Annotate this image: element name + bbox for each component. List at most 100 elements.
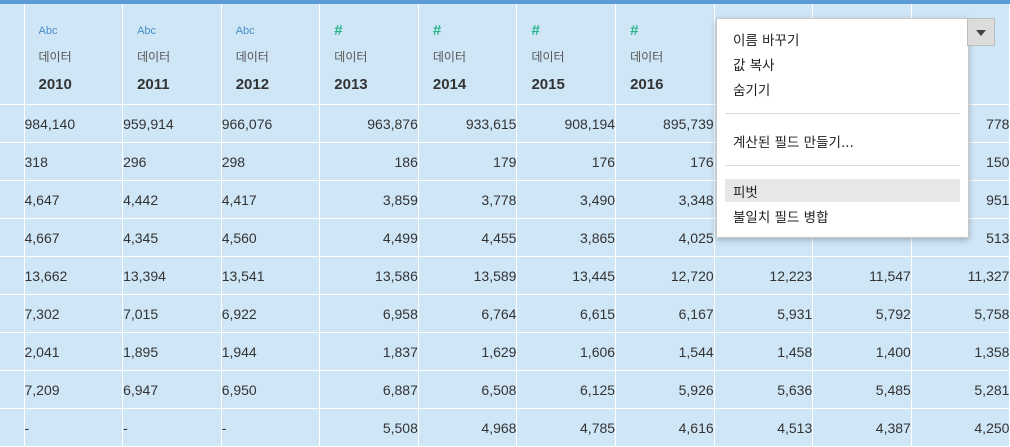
table-cell[interactable]: 6,615	[516, 294, 617, 333]
row-header-cell	[0, 256, 25, 295]
table-cell[interactable]: 4,442	[122, 180, 222, 219]
table-cell[interactable]: 2,041	[24, 332, 124, 371]
table-cell[interactable]: 6,508	[418, 370, 518, 409]
table-cell[interactable]: 1,837	[319, 332, 419, 371]
table-cell[interactable]: 3,490	[516, 180, 617, 219]
column-header[interactable]: # 데이터 2016	[615, 4, 715, 105]
column-header[interactable]: Abc 데이터 2010	[24, 4, 124, 105]
table-cell[interactable]: 933,615	[418, 104, 518, 143]
table-cell[interactable]: 4,560	[221, 218, 321, 257]
table-cell[interactable]: 13,586	[319, 256, 419, 295]
table-cell[interactable]: 5,792	[812, 294, 912, 333]
table-cell[interactable]: 4,647	[24, 180, 124, 219]
column-source-label: 데이터	[137, 50, 171, 64]
string-type-icon[interactable]: Abc	[137, 25, 157, 37]
table-cell[interactable]: 4,025	[615, 218, 715, 257]
table-cell[interactable]: 1,944	[221, 332, 321, 371]
table-cell[interactable]: 4,417	[221, 180, 321, 219]
table-cell[interactable]: 318	[24, 142, 124, 181]
table-cell[interactable]: 13,541	[221, 256, 321, 295]
table-cell[interactable]: 13,394	[122, 256, 222, 295]
column-header[interactable]: # 데이터 2014	[418, 4, 518, 105]
table-cell[interactable]: 963,876	[319, 104, 419, 143]
string-type-icon[interactable]: Abc	[38, 25, 58, 37]
table-cell[interactable]: 3,778	[418, 180, 518, 219]
table-cell[interactable]: 1,458	[714, 332, 814, 371]
table-cell[interactable]: 11,547	[812, 256, 912, 295]
table-cell[interactable]: 4,345	[122, 218, 222, 257]
table-cell[interactable]: 4,667	[24, 218, 124, 257]
table-cell[interactable]: 4,499	[319, 218, 419, 257]
table-row: 13,662 13,394 13,541 13,586 13,589 13,445 12,7…	[0, 256, 1010, 295]
table-cell[interactable]: 4,455	[418, 218, 518, 257]
column-header[interactable]: Abc 데이터 2012	[221, 4, 321, 105]
table-cell[interactable]: 6,922	[221, 294, 321, 333]
string-type-icon[interactable]: Abc	[235, 25, 255, 37]
table-cell[interactable]: 179	[418, 142, 518, 181]
table-cell[interactable]: 6,958	[319, 294, 419, 333]
table-cell[interactable]: 3,859	[319, 180, 419, 219]
menu-item-copy-values[interactable]: 값 복사	[733, 58, 775, 74]
table-cell[interactable]: 13,589	[418, 256, 518, 295]
table-cell[interactable]: 966,076	[221, 104, 321, 143]
column-name: 2011	[137, 76, 170, 93]
number-type-icon[interactable]: #	[531, 22, 540, 39]
table-cell[interactable]: 1,895	[122, 332, 222, 371]
table-cell[interactable]: 6,887	[319, 370, 419, 409]
table-cell[interactable]: 186	[319, 142, 419, 181]
table-cell[interactable]: 908,194	[516, 104, 617, 143]
number-type-icon[interactable]: #	[334, 22, 343, 39]
table-cell[interactable]: 3,865	[516, 218, 617, 257]
table-cell[interactable]: 3,348	[615, 180, 715, 219]
table-cell[interactable]: 11,327	[911, 256, 1010, 295]
menu-item-create-calculated-field[interactable]: 계산된 필드 만들기...	[733, 135, 854, 151]
table-cell[interactable]: 7,302	[24, 294, 124, 333]
table-cell[interactable]: 1,544	[615, 332, 715, 371]
menu-item-rename[interactable]: 이름 바꾸기	[733, 33, 800, 49]
table-cell[interactable]: 6,764	[418, 294, 518, 333]
chevron-down-icon	[976, 30, 986, 36]
table-cell[interactable]: 895,739	[615, 104, 715, 143]
table-cell[interactable]: 12,223	[714, 256, 814, 295]
table-cell[interactable]: 12,720	[615, 256, 715, 295]
table-cell[interactable]: 13,662	[24, 256, 124, 295]
table-cell[interactable]: 4,785	[516, 408, 617, 447]
table-cell[interactable]: 5,636	[714, 370, 814, 409]
table-cell[interactable]: 7,015	[122, 294, 222, 333]
number-type-icon[interactable]: #	[432, 22, 442, 39]
table-cell[interactable]: 984,140	[24, 104, 124, 143]
column-dropdown-button[interactable]	[967, 18, 995, 46]
menu-item-hide[interactable]: 숨기기	[733, 83, 771, 99]
table-cell[interactable]: 5,281	[911, 370, 1010, 409]
table-cell[interactable]: 1,400	[812, 332, 912, 371]
menu-item-highlight	[725, 179, 960, 202]
table-cell[interactable]: 959,914	[122, 104, 222, 143]
row-header-cell	[0, 180, 25, 219]
table-cell[interactable]: 7,209	[24, 370, 124, 409]
table-cell[interactable]: 5,926	[615, 370, 715, 409]
table-cell[interactable]: 176	[516, 142, 617, 181]
table-cell[interactable]: 5,758	[911, 294, 1010, 333]
table-cell[interactable]: 296	[122, 142, 222, 181]
table-cell[interactable]: 13,445	[516, 256, 617, 295]
table-cell[interactable]: 6,947	[122, 370, 222, 409]
menu-item-pivot[interactable]: 피벗	[733, 185, 758, 201]
table-cell[interactable]: 1,606	[516, 332, 617, 371]
table-cell[interactable]: 5,485	[812, 370, 912, 409]
menu-item-merge-mismatched-fields[interactable]: 불일치 필드 병합	[733, 210, 829, 226]
table-cell[interactable]: 1,629	[418, 332, 518, 371]
column-name: 2015	[531, 76, 565, 93]
table-cell[interactable]: 6,125	[516, 370, 617, 409]
column-header[interactable]: Abc 데이터 2011	[122, 4, 222, 105]
number-type-icon[interactable]: #	[630, 22, 639, 39]
table-cell[interactable]: 6,167	[615, 294, 715, 333]
table-cell[interactable]: 6,950	[221, 370, 321, 409]
column-name: 2012	[235, 76, 270, 93]
column-header[interactable]: # 데이터 2015	[516, 4, 617, 105]
table-cell[interactable]: 1,358	[911, 332, 1010, 371]
table-cell[interactable]: 176	[615, 142, 715, 181]
column-source-label: 데이터	[235, 50, 269, 64]
table-cell[interactable]: 5,931	[714, 294, 814, 333]
table-cell[interactable]: 298	[221, 142, 321, 181]
column-header[interactable]: # 데이터 2013	[319, 4, 419, 105]
